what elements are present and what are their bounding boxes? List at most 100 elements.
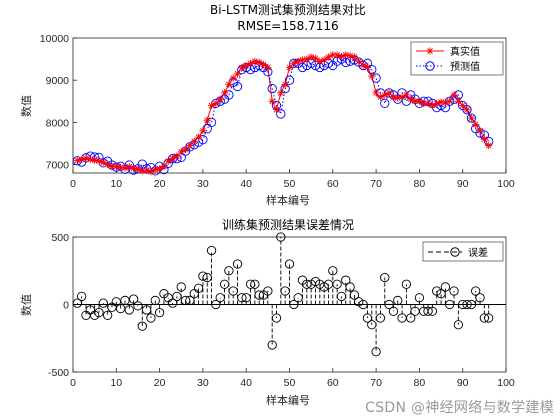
top-chart-rmse: RMSE=158.7116: [237, 19, 338, 33]
error-point: [124, 305, 134, 315]
true-value-point: [233, 70, 242, 78]
top-xtick-label: 70: [370, 178, 382, 190]
error-point: [388, 306, 399, 316]
bottom-ytick-label: -500: [48, 367, 69, 379]
bottom-xtick-label: 80: [414, 377, 426, 389]
true-value-point: [446, 97, 454, 105]
error-point: [393, 295, 403, 306]
true-value-point: [220, 89, 229, 97]
error-point: [176, 282, 186, 292]
error-point: [102, 310, 113, 320]
error-point: [414, 293, 425, 303]
top-series: [72, 51, 494, 176]
true-value-point: [420, 99, 428, 107]
bottom-xtick-label: 20: [154, 377, 166, 389]
true-value-point: [225, 80, 233, 89]
true-value-point: [402, 91, 411, 99]
true-value-point: [268, 97, 276, 105]
error-point: [206, 245, 217, 256]
true-value-point: [173, 152, 181, 160]
true-value-point: [355, 57, 363, 65]
error-point: [146, 313, 156, 323]
true-value-point: [441, 98, 449, 106]
error-point: [271, 313, 282, 323]
top-xtick-label: 60: [327, 178, 339, 190]
legend-pred-marker: [425, 61, 435, 71]
top-legend-box: [410, 41, 504, 76]
bottom-chart-title: 训练集预测结果误差情况: [222, 217, 354, 232]
true-value-point: [480, 135, 488, 143]
true-value-point: [342, 51, 350, 59]
error-point: [115, 303, 126, 314]
top-x-label: 样本编号: [266, 193, 310, 207]
predicted-value-point: [462, 105, 472, 115]
top-xtick-label: 50: [284, 178, 296, 190]
true-value-point: [212, 99, 220, 107]
predicted-value-point: [267, 83, 277, 94]
error-point: [198, 271, 208, 281]
true-value-point: [130, 164, 138, 172]
bottom-xtick-label: 40: [240, 377, 252, 389]
top-ytick-label: 10000: [40, 33, 69, 45]
bottom-x-label: 样本编号: [266, 393, 310, 407]
legend-pred-label: 预测值: [450, 60, 480, 73]
error-point: [380, 272, 390, 283]
true-value-point: [199, 127, 207, 135]
error-point: [98, 298, 108, 308]
true-value-point: [437, 98, 445, 106]
true-value-point: [164, 157, 172, 165]
legend-true-star: [426, 47, 434, 55]
error-point: [137, 321, 147, 331]
error-point: [250, 279, 260, 289]
true-value-point: [73, 156, 81, 164]
true-value-point: [372, 89, 380, 97]
top-xtick-label: 20: [154, 178, 166, 190]
bottom-legend: 误差: [422, 241, 504, 262]
true-value-point: [181, 146, 190, 154]
true-value-point: [194, 133, 203, 141]
true-value-point: [264, 63, 272, 72]
error-point: [349, 290, 360, 300]
true-value-point: [277, 89, 285, 97]
predicted-value-point: [276, 109, 286, 119]
true-value-point: [186, 141, 194, 150]
bottom-xtick-label: 10: [110, 377, 122, 389]
true-value-point: [454, 97, 462, 105]
error-point: [406, 313, 416, 323]
true-value-point: [229, 74, 237, 82]
error-point: [150, 295, 160, 306]
error-point: [224, 266, 234, 276]
true-value-point: [190, 137, 198, 145]
bottom-xtick-label: 60: [327, 377, 339, 389]
bottom-series: [72, 232, 506, 357]
error-point: [141, 305, 152, 315]
error-point: [375, 313, 386, 323]
error-point: [276, 232, 286, 242]
true-value-point: [311, 54, 320, 62]
predicted-value-point: [284, 75, 295, 85]
true-value-point: [463, 106, 471, 114]
bottom-xtick-label: 30: [197, 377, 209, 389]
bottom-ytick-label: 0: [63, 300, 69, 312]
error-point: [371, 347, 381, 357]
predicted-value-line: [77, 58, 490, 172]
true-value-point: [99, 158, 107, 167]
top-xtick-label: 30: [197, 178, 209, 190]
error-point: [449, 286, 459, 296]
error-point: [471, 286, 481, 296]
top-xtick-label: 0: [70, 178, 76, 190]
bottom-chart: 训练集预测结果误差情况 0 10 20 30 40 50 60 70 80 90 100-50005…: [20, 217, 515, 407]
error-point: [345, 282, 355, 292]
true-value-point: [86, 155, 94, 164]
true-value-point: [368, 72, 376, 80]
error-point: [180, 295, 191, 306]
true-value-point: [467, 114, 475, 122]
error-point: [332, 279, 342, 289]
top-chart-title: Bi-LSTM测试集预测结果对比: [210, 2, 366, 17]
error-point: [111, 297, 121, 307]
error-point: [436, 289, 446, 299]
top-xtick-label: 80: [414, 178, 426, 190]
true-value-point: [259, 60, 268, 69]
error-point: [401, 279, 412, 289]
